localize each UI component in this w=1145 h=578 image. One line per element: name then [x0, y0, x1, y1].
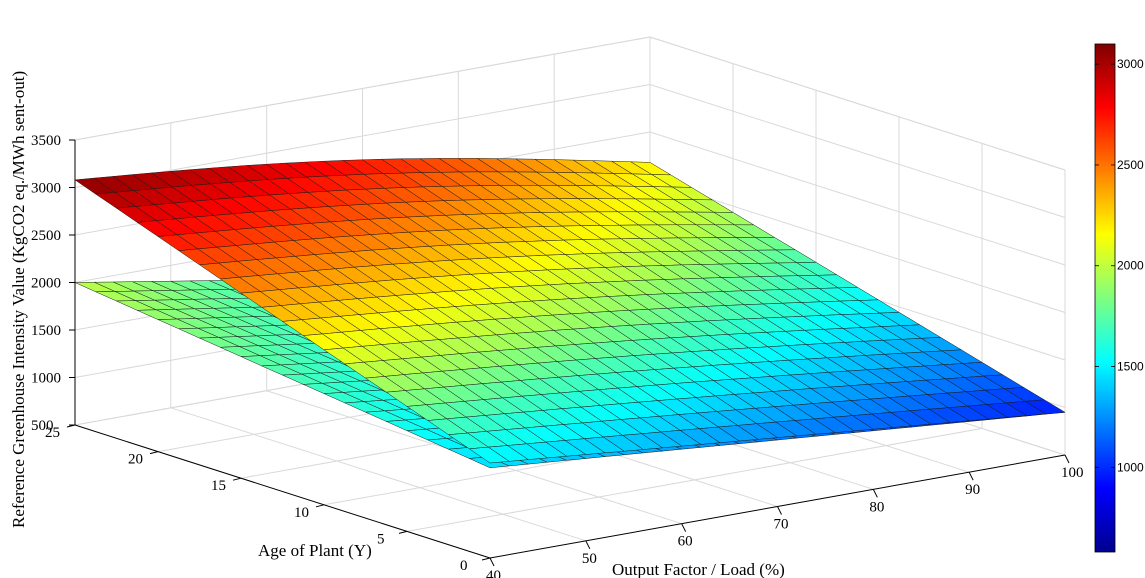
y-tick-mark: [232, 477, 242, 481]
colorbar-tick-label: 2500: [1117, 158, 1144, 172]
y-tick-label: 25: [45, 425, 60, 441]
y-tick-label: 20: [128, 452, 143, 468]
y-tick-mark: [398, 530, 408, 534]
colorbar: 1000 1500 2000 2500 3000: [1094, 43, 1144, 553]
x-tick-mark: [777, 506, 782, 515]
x-tick-mark: [585, 540, 591, 550]
z-tick-label: 500: [31, 418, 54, 434]
x-tick-mark: [681, 523, 687, 532]
colorbar-tick-label: 3000: [1117, 57, 1144, 71]
z-tick-label: 2500: [31, 228, 61, 244]
colorbar-gradient: [1094, 43, 1116, 553]
y-axis-label: Age of Plant (Y): [258, 541, 372, 560]
y-tick-mark: [481, 557, 491, 561]
z-axis-label: Reference Greenhouse Intensity Value (Kg…: [9, 71, 28, 528]
x-tick-label: 100: [1061, 465, 1084, 481]
x-tick-label: 40: [486, 568, 501, 578]
colorbar-ticks: 1000 1500 2000 2500 3000: [1095, 57, 1144, 474]
y-tick-mark: [149, 451, 159, 455]
y-tick-label: 5: [377, 531, 385, 547]
axis-line: [489, 454, 1066, 559]
x-tick-label: 60: [678, 534, 693, 550]
axis-line: [74, 424, 491, 559]
x-tick-label: 50: [582, 551, 597, 567]
x-axis-label: Output Factor / Load (%): [612, 560, 785, 578]
z-tick-label: 1500: [31, 323, 61, 339]
z-tick-label: 1000: [31, 371, 61, 387]
x-tick-mark: [489, 557, 495, 567]
z-tick-label: 2000: [31, 276, 61, 292]
colorbar-tick-label: 1500: [1117, 360, 1144, 374]
y-tick-label: 10: [294, 505, 309, 521]
x-tick-mark: [968, 471, 974, 481]
x-tick-label: 80: [869, 499, 884, 515]
y-tick-label: 0: [460, 558, 468, 574]
x-tick-mark: [1064, 454, 1070, 464]
z-gridline: [74, 83, 1066, 218]
colorbar-tick-label: 2000: [1117, 259, 1144, 273]
colorbar-tick-label: 1000: [1117, 460, 1144, 474]
x-tick-label: 70: [774, 517, 789, 533]
z-tick-label: 3000: [31, 181, 61, 197]
surface-2-facet: [1024, 399, 1066, 415]
axis-ticks: 4050607080901000510152025500100015002000…: [31, 133, 1084, 578]
surfaces: [74, 158, 1066, 469]
y-tick-label: 15: [211, 478, 226, 494]
z-tick-label: 3500: [31, 133, 61, 149]
x-tick-mark: [872, 489, 878, 498]
z-gridline: [74, 36, 1066, 171]
y-tick-mark: [315, 504, 325, 508]
x-tick-label: 90: [965, 482, 980, 498]
